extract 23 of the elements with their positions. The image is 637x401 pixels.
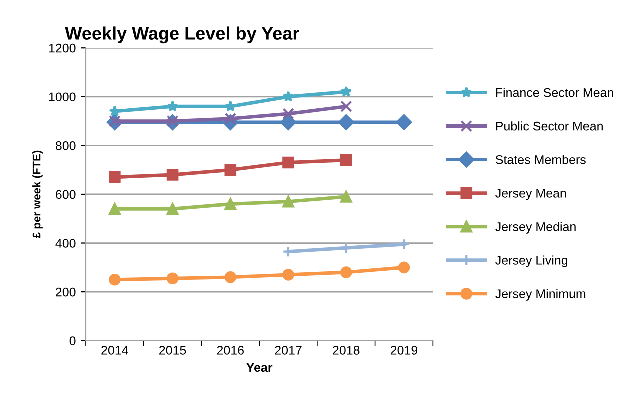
- y-tick-label: 400: [56, 239, 76, 248]
- legend-label: Finance Sector Mean: [496, 88, 614, 98]
- x-tick-label: 2017: [275, 346, 302, 355]
- legend-label: States Members: [496, 155, 586, 164]
- x-tick-label: 2014: [102, 346, 128, 355]
- y-tick-label: 0: [70, 336, 76, 346]
- y-tick-label: 800: [56, 141, 76, 150]
- x-tick-label: 2016: [217, 346, 244, 355]
- y-tick-label: 600: [56, 190, 76, 200]
- legend-label: Jersey Mean: [496, 189, 566, 200]
- legend-label: Jersey Median: [496, 222, 576, 234]
- x-tick-label: 2019: [390, 346, 418, 355]
- chart-title: Weekly Wage Level by Year: [65, 26, 300, 44]
- x-tick-label: 2015: [160, 346, 186, 355]
- legend-label: Jersey Minimum: [496, 289, 586, 301]
- y-tick-label: 1000: [49, 92, 76, 102]
- y-tick-label: 1200: [49, 44, 76, 53]
- y-tick-label: 200: [56, 288, 76, 297]
- legend-label: Public Sector Mean: [496, 122, 603, 131]
- legend-label: Jersey Living: [496, 256, 568, 268]
- x-tick-label: 2018: [333, 346, 360, 355]
- x-axis-title: Year: [246, 363, 273, 372]
- y-axis-title: £ per week (FTE): [32, 150, 43, 239]
